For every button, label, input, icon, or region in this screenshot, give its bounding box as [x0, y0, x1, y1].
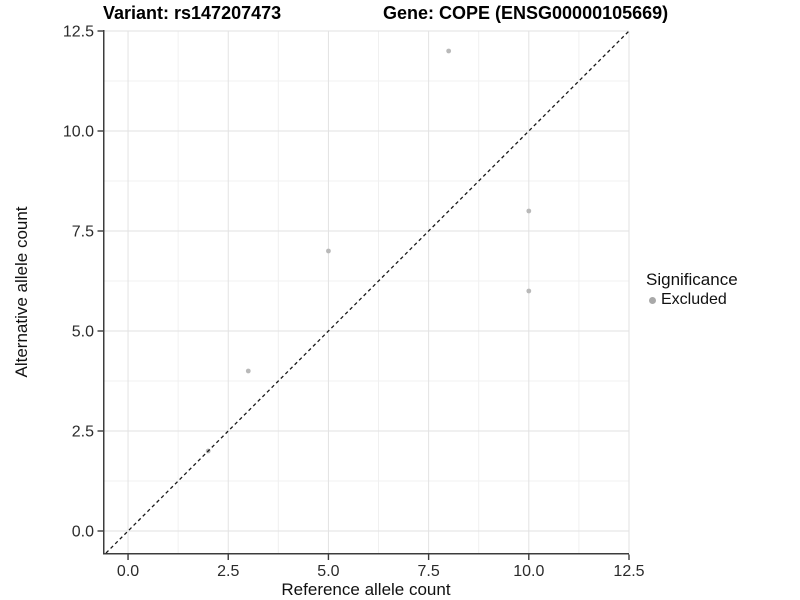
y-tick-label: 5.0 [72, 324, 94, 341]
data-point [245, 368, 251, 374]
plot-title-gene: Gene: COPE (ENSG00000105669) [383, 3, 669, 23]
x-tick-label: 10.0 [513, 563, 544, 580]
grid-layer [103, 30, 630, 553]
data-point [446, 48, 452, 54]
x-axis-title: Reference allele count [281, 580, 450, 599]
data-point [526, 208, 532, 214]
points-layer [205, 48, 532, 454]
x-tick-label: 12.5 [613, 563, 644, 580]
data-point [526, 288, 532, 294]
refline-layer [105, 30, 630, 554]
x-tick-label: 5.0 [317, 563, 339, 580]
x-tick-label: 0.0 [117, 563, 139, 580]
y-axis-title: Alternative allele count [12, 206, 31, 377]
legend-title: Significance [646, 270, 738, 289]
legend-marker-dot [649, 296, 656, 304]
y-tick-label: 7.5 [72, 224, 94, 241]
y-tick-label: 10.0 [63, 124, 94, 141]
y-tick-label: 2.5 [72, 424, 94, 441]
legend-item-label: Excluded [661, 291, 727, 308]
y-tick-label: 12.5 [63, 24, 94, 41]
plot-title-variant: Variant: rs147207473 [103, 3, 282, 23]
legend-item-excluded: Excluded [649, 291, 738, 309]
x-tick-label: 7.5 [417, 563, 439, 580]
data-point [326, 248, 331, 254]
y-tick-label: 0.0 [72, 524, 94, 541]
legend: Significance Excluded [646, 269, 738, 309]
axes-layer: 0.0 2.5 5.0 7.5 10.0 12.5 0.0 2.5 5.0 7.5 10.0 12.5 [63, 24, 645, 581]
x-tick-label: 2.5 [217, 563, 239, 580]
identity-line [105, 30, 630, 554]
